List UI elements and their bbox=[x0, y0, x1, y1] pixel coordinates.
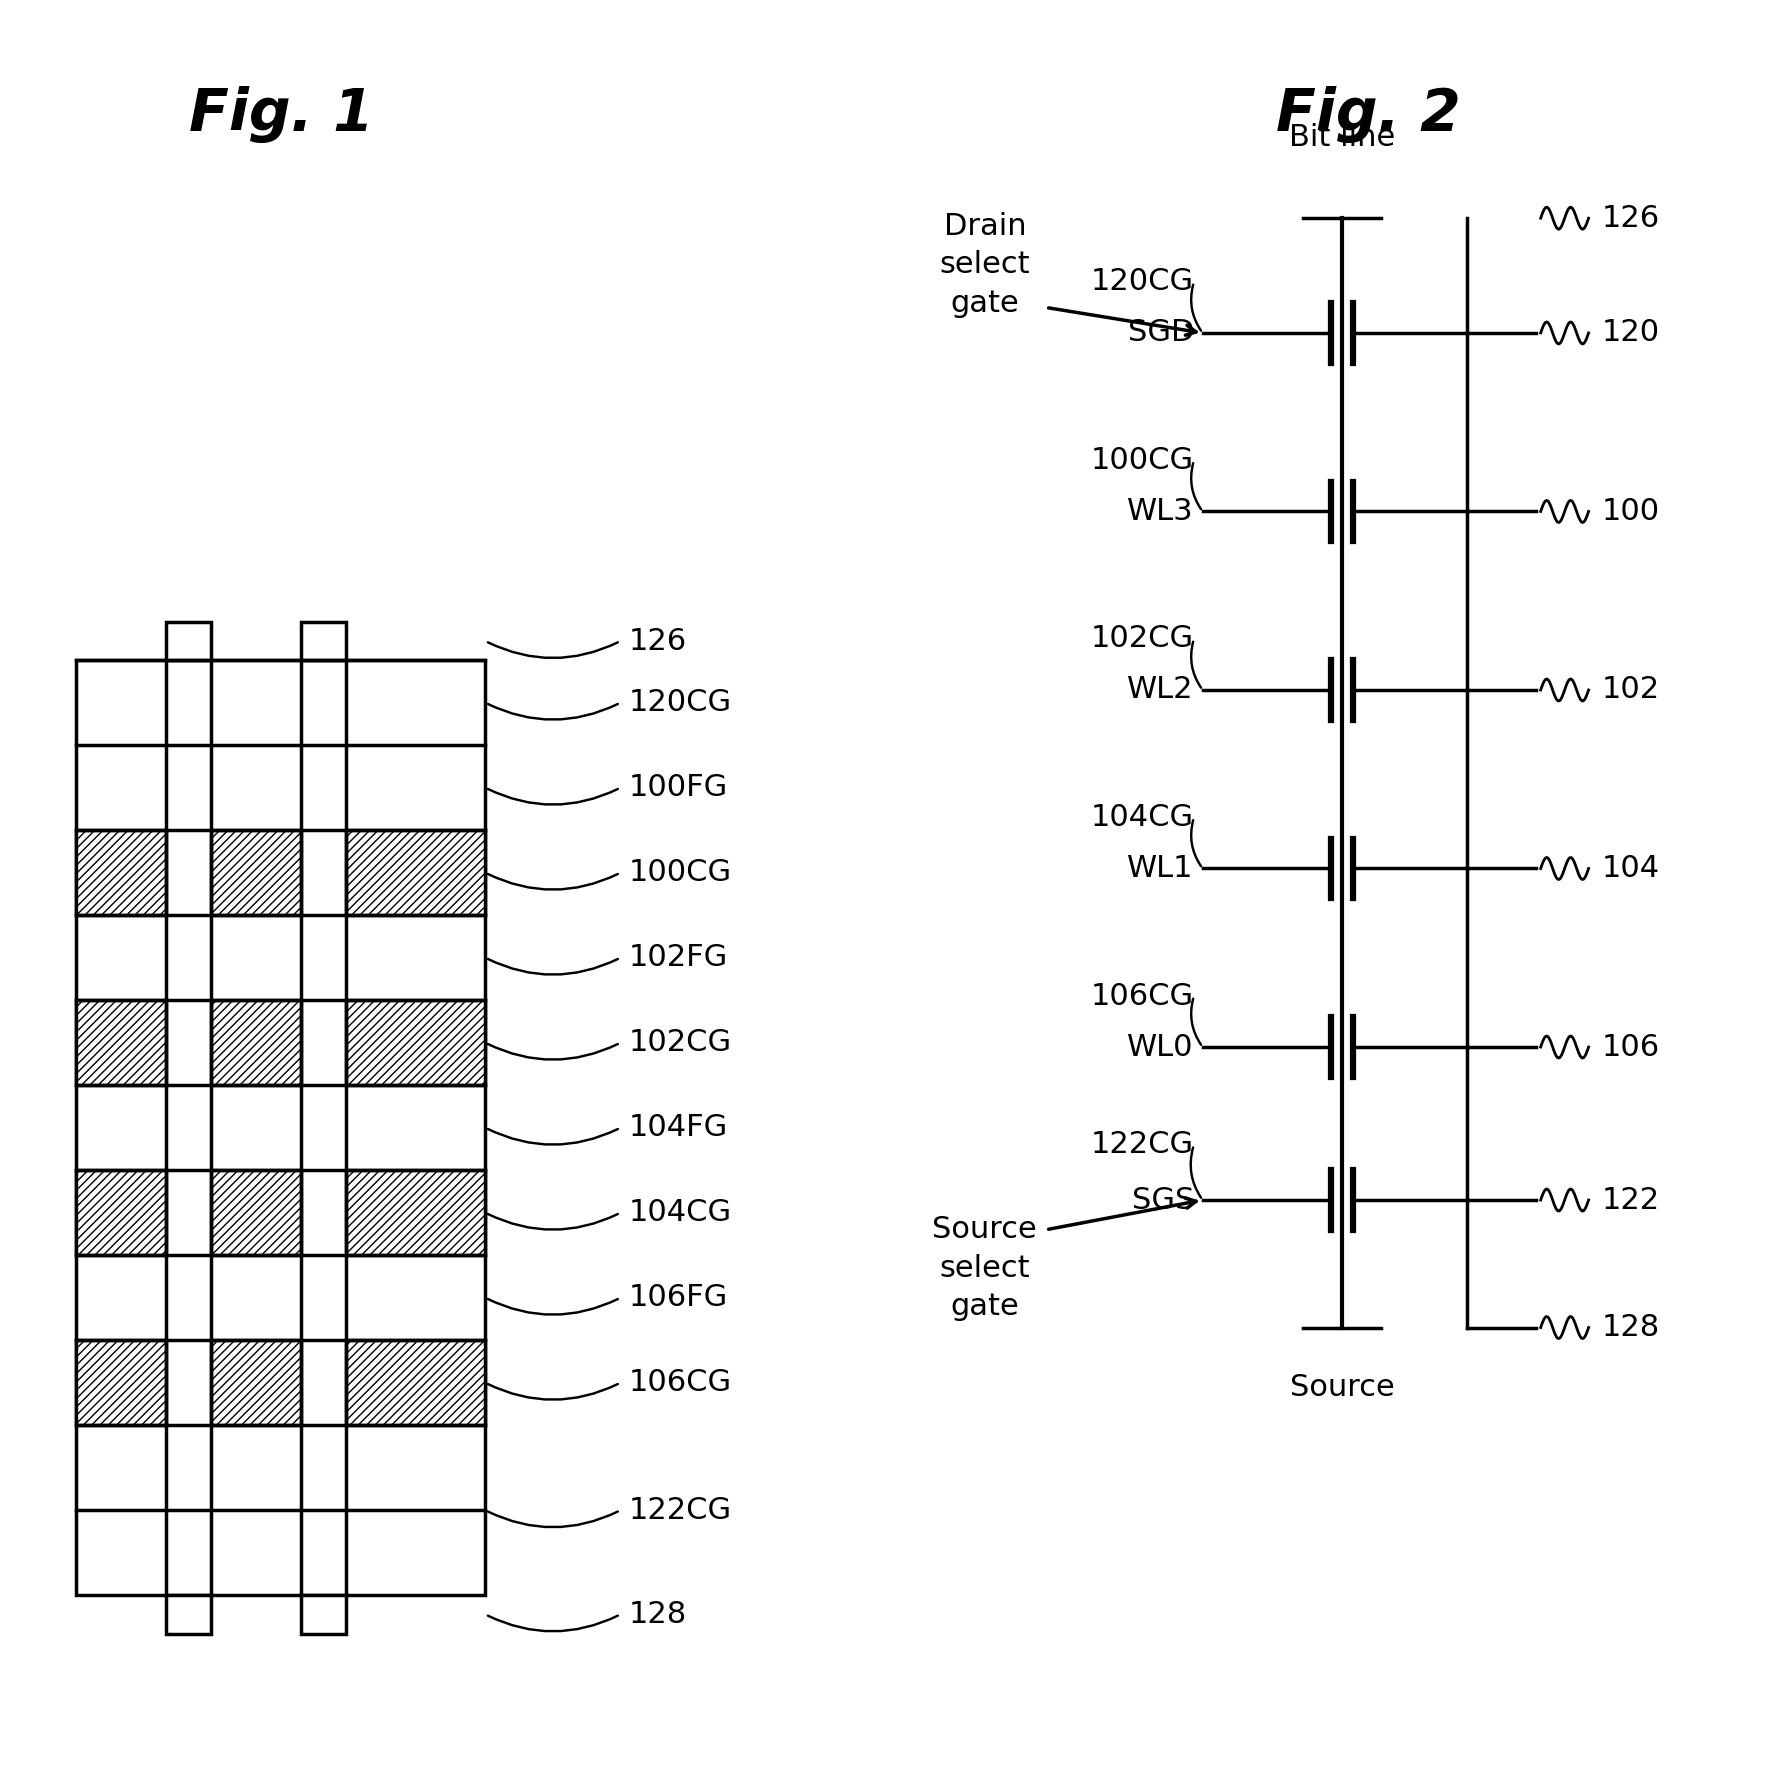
Text: SGS: SGS bbox=[1131, 1185, 1195, 1215]
Bar bbox=[212, 1341, 302, 1426]
Bar bbox=[167, 622, 212, 661]
Text: 126: 126 bbox=[1602, 204, 1661, 232]
Bar bbox=[212, 1171, 302, 1256]
Text: 100: 100 bbox=[1602, 498, 1661, 526]
Text: Fig. 2: Fig. 2 bbox=[1277, 87, 1460, 143]
Text: 122CG: 122CG bbox=[1090, 1130, 1195, 1160]
Text: 106FG: 106FG bbox=[629, 1284, 727, 1312]
Bar bbox=[76, 1171, 167, 1256]
Bar bbox=[347, 1171, 485, 1256]
Bar bbox=[76, 831, 167, 916]
Text: Drain
select
gate: Drain select gate bbox=[939, 213, 1029, 317]
Text: 106CG: 106CG bbox=[629, 1369, 733, 1397]
Bar bbox=[167, 1596, 212, 1633]
Text: 104FG: 104FG bbox=[629, 1114, 727, 1142]
Bar bbox=[212, 1001, 302, 1086]
Bar bbox=[302, 622, 347, 661]
Text: 106: 106 bbox=[1602, 1032, 1661, 1061]
Text: 102CG: 102CG bbox=[1090, 625, 1195, 653]
Text: 126: 126 bbox=[629, 627, 686, 655]
Text: Source
select
gate: Source select gate bbox=[932, 1215, 1037, 1321]
Text: 102: 102 bbox=[1602, 675, 1661, 705]
Bar bbox=[302, 1596, 347, 1633]
Text: 128: 128 bbox=[1602, 1312, 1661, 1342]
Bar bbox=[76, 1001, 167, 1086]
Text: WL1: WL1 bbox=[1127, 854, 1195, 884]
Text: 120CG: 120CG bbox=[1090, 267, 1195, 296]
Bar bbox=[347, 831, 485, 916]
Text: WL3: WL3 bbox=[1127, 498, 1195, 526]
Text: WL2: WL2 bbox=[1127, 675, 1195, 705]
Text: 104: 104 bbox=[1602, 854, 1661, 884]
Text: 106CG: 106CG bbox=[1090, 981, 1195, 1011]
Text: 104CG: 104CG bbox=[629, 1199, 733, 1227]
Text: 100CG: 100CG bbox=[1090, 446, 1195, 475]
Text: 102FG: 102FG bbox=[629, 944, 727, 972]
Text: 122: 122 bbox=[1602, 1185, 1661, 1215]
Bar bbox=[76, 661, 485, 1596]
Text: 128: 128 bbox=[629, 1599, 686, 1629]
Bar bbox=[212, 831, 302, 916]
Text: 102CG: 102CG bbox=[629, 1029, 733, 1057]
Text: Source: Source bbox=[1289, 1373, 1394, 1401]
Bar bbox=[76, 1341, 167, 1426]
Text: 122CG: 122CG bbox=[629, 1496, 733, 1525]
Text: 104CG: 104CG bbox=[1090, 802, 1195, 832]
Bar bbox=[347, 1341, 485, 1426]
Bar bbox=[347, 1001, 485, 1086]
Text: Fig. 1: Fig. 1 bbox=[188, 87, 373, 143]
Text: 100CG: 100CG bbox=[629, 859, 733, 887]
Text: SGD: SGD bbox=[1127, 319, 1195, 347]
Text: 120CG: 120CG bbox=[629, 689, 733, 717]
Text: 100FG: 100FG bbox=[629, 774, 727, 802]
Text: Bit line: Bit line bbox=[1289, 122, 1396, 152]
Text: WL0: WL0 bbox=[1127, 1032, 1195, 1061]
Text: 120: 120 bbox=[1602, 319, 1661, 347]
